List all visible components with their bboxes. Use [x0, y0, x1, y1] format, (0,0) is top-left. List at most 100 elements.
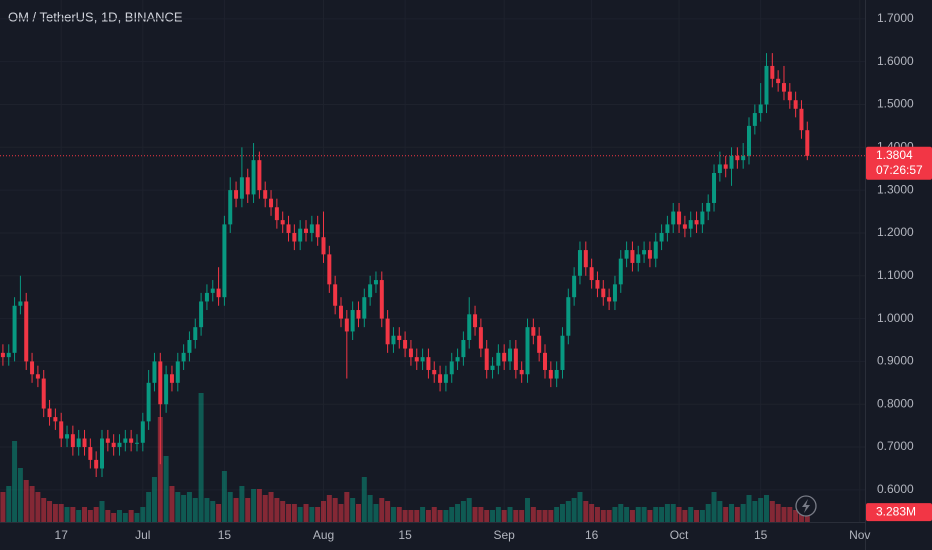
x-tick-label: 15: [218, 528, 232, 542]
candle-body: [53, 417, 58, 422]
volume-bar: [729, 504, 735, 522]
y-tick-label: 0.6000: [877, 482, 914, 496]
candle-body: [82, 438, 87, 448]
candle-body: [94, 459, 99, 469]
candle-body: [677, 211, 682, 225]
volume-bar: [589, 504, 595, 522]
candle-body: [554, 369, 559, 379]
candle-body: [30, 361, 35, 375]
volume-bar: [758, 498, 764, 522]
candle-body: [251, 160, 256, 195]
volume-bar: [443, 510, 449, 522]
volume-bar: [367, 495, 373, 522]
volume-bar: [659, 507, 665, 522]
volume-bar: [0, 492, 6, 522]
candle-body: [665, 224, 670, 233]
volume-bar: [29, 486, 35, 522]
candle-body: [624, 250, 629, 259]
candle-body: [134, 442, 139, 444]
volume-bar: [478, 507, 484, 522]
candle-body: [432, 369, 437, 375]
volume-bar: [781, 507, 787, 522]
candle-body: [455, 357, 460, 362]
volume-bar: [268, 492, 274, 522]
candle-body: [286, 224, 291, 233]
candle-body: [117, 442, 122, 448]
volume-bar: [52, 504, 58, 522]
y-tick-label: 0.7000: [877, 439, 914, 453]
candle-body: [781, 83, 786, 92]
volume-bar: [251, 489, 257, 522]
volume-bar: [163, 456, 169, 522]
x-tick-label: 15: [754, 528, 768, 542]
candle-body: [636, 254, 641, 263]
volume-bar: [239, 486, 245, 522]
x-tick-label: Nov: [849, 528, 870, 542]
candle-body: [531, 327, 536, 336]
volume-bar: [286, 504, 292, 522]
volume-bar: [624, 507, 630, 522]
volume-bar: [350, 498, 356, 522]
volume-bar: [385, 501, 391, 522]
candle-body: [181, 352, 186, 362]
volume-bar: [256, 489, 262, 522]
volume-bar: [455, 504, 461, 522]
volume-bar: [676, 507, 682, 522]
volume-bar: [23, 480, 29, 522]
volume-bar: [495, 507, 501, 522]
candle-body: [519, 369, 524, 375]
volume-bar: [315, 507, 321, 522]
candle-body: [595, 280, 600, 289]
volume-bar: [41, 498, 47, 522]
candle-body: [787, 91, 792, 101]
volume-bar: [128, 510, 134, 522]
x-tick-label: 15: [398, 528, 412, 542]
y-tick-label: 1.5000: [877, 97, 914, 111]
volume-bar: [140, 507, 146, 522]
volume-bar: [151, 477, 157, 522]
candle-body: [315, 224, 320, 238]
volume-bar: [577, 492, 583, 522]
volume-bar: [536, 510, 542, 522]
x-tick-label: Jul: [135, 528, 150, 542]
candle-body: [752, 113, 757, 126]
candle-body: [473, 314, 478, 328]
volume-bar: [204, 498, 210, 522]
volume-bar: [635, 507, 641, 522]
volume-bar: [396, 507, 402, 522]
volume-bar: [699, 510, 705, 522]
candle-body: [647, 250, 652, 259]
volume-bar: [122, 513, 128, 522]
lightning-icon: [795, 495, 817, 517]
candle-body: [373, 280, 378, 285]
y-tick-label: 0.9000: [877, 354, 914, 368]
candle-body: [799, 108, 804, 131]
candle-body: [397, 335, 402, 341]
volume-bar: [297, 507, 303, 522]
volume-bar: [682, 510, 688, 522]
candle-body: [758, 104, 763, 114]
volume-bar: [344, 492, 350, 522]
volume-bar: [600, 510, 606, 522]
candle-body: [210, 288, 215, 293]
last-volume-tag: [866, 503, 932, 522]
candle-body: [140, 421, 145, 443]
volume-bar: [629, 510, 635, 522]
candle-body: [327, 254, 332, 285]
candle-body: [653, 241, 658, 259]
volume-bar: [513, 510, 519, 522]
volume-bar: [670, 504, 676, 522]
x-tick-label: Oct: [670, 528, 689, 542]
volume-bar: [105, 510, 111, 522]
volume-bar: [76, 510, 82, 522]
volume-bar: [169, 486, 175, 522]
volume-bar: [490, 510, 496, 522]
candle-body: [560, 335, 565, 370]
volume-bar: [449, 507, 455, 522]
y-tick-label: 1.0000: [877, 311, 914, 325]
candle-body: [41, 378, 46, 409]
candle-body: [309, 224, 314, 233]
volume-bar: [653, 507, 659, 522]
candle-body: [199, 301, 204, 328]
volume-bar: [355, 504, 361, 522]
